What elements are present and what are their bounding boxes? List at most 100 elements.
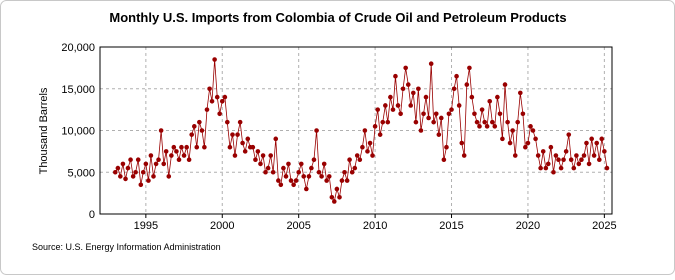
- point: [298, 161, 304, 167]
- point: [219, 98, 225, 104]
- point: [599, 136, 605, 142]
- y-tick-label: 0: [89, 209, 95, 221]
- point: [123, 176, 128, 182]
- point: [309, 165, 314, 171]
- point: [482, 119, 487, 125]
- point: [301, 174, 307, 179]
- point: [225, 119, 230, 125]
- point: [576, 161, 582, 167]
- point: [270, 169, 276, 175]
- point: [232, 153, 238, 158]
- point: [591, 153, 597, 158]
- plot-border: [99, 46, 613, 215]
- point: [329, 195, 335, 200]
- y-tick-label: 5,000: [67, 167, 95, 179]
- point: [242, 149, 248, 154]
- point: [125, 165, 131, 171]
- point: [186, 157, 192, 163]
- point: [370, 153, 375, 158]
- point: [146, 178, 151, 183]
- point: [199, 128, 205, 133]
- point: [393, 73, 398, 79]
- point: [288, 178, 294, 183]
- y-tick-label: 15,000: [61, 84, 95, 96]
- point: [571, 165, 577, 171]
- point: [151, 174, 156, 179]
- point: [426, 115, 431, 121]
- point: [273, 136, 279, 142]
- point: [444, 144, 449, 150]
- point: [568, 157, 574, 163]
- point: [138, 182, 144, 188]
- point: [604, 165, 610, 171]
- point: [454, 73, 459, 79]
- point: [398, 111, 403, 117]
- point: [331, 199, 337, 204]
- point: [510, 128, 515, 133]
- point: [140, 169, 146, 175]
- point: [505, 119, 510, 125]
- point: [230, 132, 235, 137]
- point: [416, 86, 421, 92]
- point: [342, 169, 347, 175]
- point: [411, 90, 416, 96]
- point: [194, 144, 200, 150]
- point: [449, 107, 454, 112]
- point: [597, 157, 602, 163]
- point: [535, 153, 541, 158]
- point: [474, 119, 480, 125]
- point: [161, 161, 167, 167]
- point: [428, 61, 434, 66]
- point: [517, 90, 523, 96]
- point: [515, 119, 521, 125]
- point: [316, 169, 322, 175]
- point: [459, 140, 465, 146]
- point: [265, 165, 271, 171]
- point: [204, 107, 210, 112]
- point: [286, 161, 291, 167]
- point: [120, 161, 126, 167]
- point: [421, 111, 426, 117]
- point: [202, 144, 207, 150]
- point: [319, 174, 324, 179]
- point: [477, 124, 482, 129]
- point: [472, 111, 477, 117]
- point: [174, 149, 179, 154]
- point: [367, 140, 373, 146]
- point: [237, 119, 243, 125]
- point: [479, 107, 485, 112]
- point: [112, 169, 118, 175]
- point: [563, 149, 569, 154]
- point: [377, 132, 383, 137]
- point: [372, 124, 378, 129]
- point: [276, 178, 281, 183]
- point: [413, 119, 419, 125]
- point: [584, 140, 589, 146]
- point: [197, 119, 202, 125]
- point: [337, 195, 342, 200]
- point: [456, 103, 462, 108]
- point: [222, 94, 228, 100]
- point: [158, 128, 164, 133]
- x-tick-label: 2015: [439, 220, 463, 232]
- x-tick-label: 2010: [363, 220, 387, 232]
- point: [530, 128, 536, 133]
- point: [354, 153, 360, 158]
- point: [189, 132, 195, 137]
- point: [268, 153, 274, 158]
- point: [179, 144, 184, 150]
- point: [589, 136, 594, 142]
- point: [339, 178, 345, 183]
- point: [436, 132, 442, 137]
- point: [214, 94, 220, 100]
- point: [278, 182, 284, 188]
- point: [166, 174, 172, 179]
- point: [143, 161, 149, 167]
- point: [281, 165, 286, 171]
- point: [326, 174, 332, 179]
- point: [495, 94, 500, 100]
- point: [171, 144, 177, 150]
- point: [388, 94, 393, 100]
- point: [400, 86, 406, 92]
- point: [253, 157, 258, 163]
